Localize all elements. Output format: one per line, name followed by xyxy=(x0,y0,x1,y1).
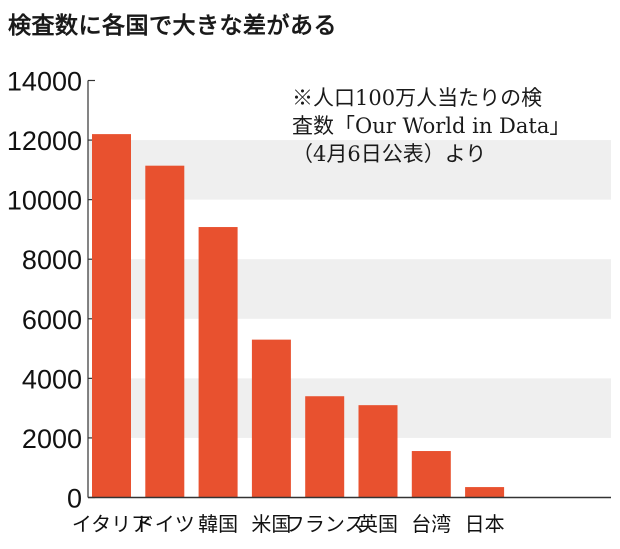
note-line: （4月6日公表）より xyxy=(292,142,487,166)
x-category-label: イタリア xyxy=(72,512,151,536)
note-line: 査数「Our World in Data」 xyxy=(292,114,571,138)
y-tick-label: 10000 xyxy=(7,186,82,216)
x-category-label: 英国 xyxy=(358,512,398,536)
y-tick-label: 0 xyxy=(67,484,82,514)
bar-6 xyxy=(411,451,451,498)
bar-5 xyxy=(358,405,398,498)
x-category-label: ドイツ xyxy=(135,512,195,536)
y-tick-label: 4000 xyxy=(22,364,82,394)
x-category-label: 日本 xyxy=(465,512,505,536)
bar-1 xyxy=(145,165,185,498)
note-line: ※人口100万人当たりの検 xyxy=(292,86,543,110)
y-tick-label: 12000 xyxy=(7,126,82,156)
bar-0 xyxy=(92,134,131,498)
y-tick-label: 6000 xyxy=(22,305,82,335)
bar-2 xyxy=(198,227,238,498)
chart-title: 検査数に各国で大きな差がある xyxy=(8,13,337,39)
x-category-label: 米国 xyxy=(251,512,291,536)
y-tick-label: 8000 xyxy=(22,245,82,275)
x-category-label: フランス xyxy=(285,512,365,536)
bar-4 xyxy=(305,396,345,498)
bar-3 xyxy=(251,339,291,498)
x-category-label: 台湾 xyxy=(411,512,451,536)
y-tick-label: 14000 xyxy=(7,67,82,97)
bar-7 xyxy=(465,487,505,498)
y-tick-label: 2000 xyxy=(22,424,82,454)
x-category-label: 韓国 xyxy=(198,512,238,536)
source-note: ※人口100万人当たりの検査数「Our World in Data」 （4月6日公… xyxy=(292,84,570,168)
